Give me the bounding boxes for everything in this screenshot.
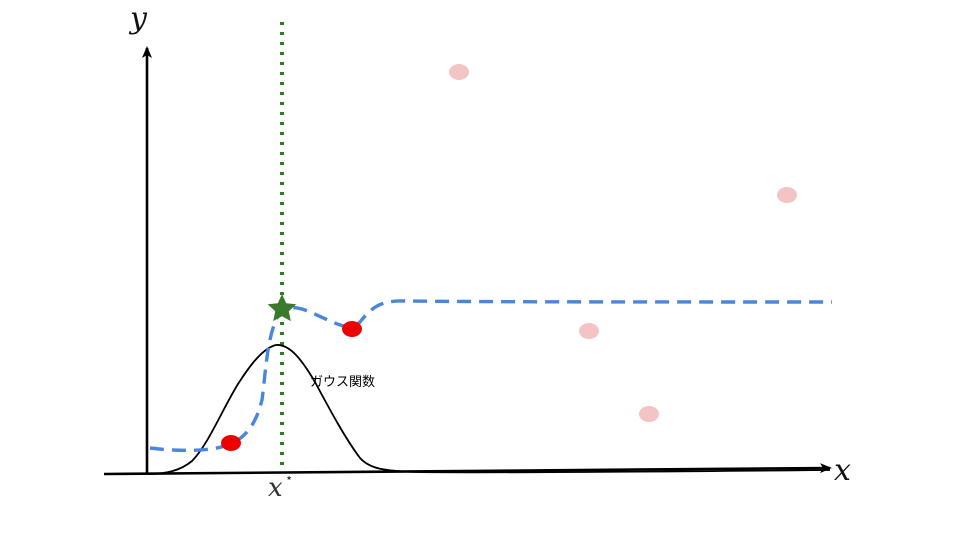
candidate-point (777, 187, 797, 203)
dashed-fit-curve (149, 299, 833, 453)
x-axis (103, 463, 832, 476)
candidate-point (639, 406, 659, 422)
x-star-label: x (268, 473, 283, 503)
observed-point (342, 321, 362, 337)
star-marker (267, 294, 297, 322)
candidate-point (579, 323, 599, 339)
x-star-superscript: ⋆ (285, 471, 293, 486)
candidate-point (449, 64, 469, 80)
x-axis-label: x (834, 453, 851, 488)
y-axis-label: y (128, 1, 148, 36)
gaussian-curve (147, 344, 831, 475)
gaussian-label: ガウス関数 (310, 375, 375, 390)
observed-point (221, 435, 241, 451)
